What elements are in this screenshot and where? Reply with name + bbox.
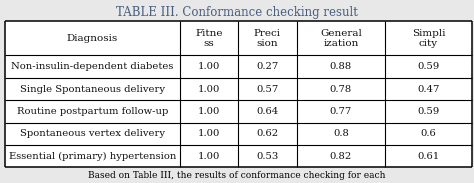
Text: TABLE III. Conformance checking result: TABLE III. Conformance checking result (116, 6, 358, 19)
Text: 1.00: 1.00 (198, 129, 220, 138)
Text: 1.00: 1.00 (198, 152, 220, 161)
Text: 0.64: 0.64 (256, 107, 279, 116)
Text: Based on Table III, the results of conformance checking for each: Based on Table III, the results of confo… (88, 171, 386, 180)
Text: 0.61: 0.61 (417, 152, 439, 161)
Text: Diagnosis: Diagnosis (67, 34, 118, 43)
Text: 1.00: 1.00 (198, 107, 220, 116)
Text: 0.47: 0.47 (417, 85, 439, 94)
Text: Fitne
ss: Fitne ss (195, 29, 223, 48)
Text: 0.6: 0.6 (420, 129, 437, 138)
Text: Simpli
city: Simpli city (412, 29, 445, 48)
Text: 0.62: 0.62 (256, 129, 278, 138)
Text: 1.00: 1.00 (198, 85, 220, 94)
Text: 0.8: 0.8 (333, 129, 349, 138)
Text: 0.59: 0.59 (417, 62, 439, 71)
Text: 0.59: 0.59 (417, 107, 439, 116)
Text: 0.57: 0.57 (256, 85, 279, 94)
Text: 1.00: 1.00 (198, 62, 220, 71)
Text: Spontaneous vertex delivery: Spontaneous vertex delivery (20, 129, 165, 138)
Text: 0.77: 0.77 (330, 107, 352, 116)
Text: 0.27: 0.27 (256, 62, 279, 71)
Text: Essential (primary) hypertension: Essential (primary) hypertension (9, 152, 176, 161)
Text: Non-insulin-dependent diabetes: Non-insulin-dependent diabetes (11, 62, 173, 71)
Text: 0.82: 0.82 (330, 152, 352, 161)
Text: 0.78: 0.78 (330, 85, 352, 94)
Text: Routine postpartum follow-up: Routine postpartum follow-up (17, 107, 168, 116)
Bar (5, 21, 472, 167)
Text: 0.88: 0.88 (330, 62, 352, 71)
Text: Single Spontaneous delivery: Single Spontaneous delivery (20, 85, 165, 94)
Text: 0.53: 0.53 (256, 152, 279, 161)
Text: Preci
sion: Preci sion (254, 29, 281, 48)
Text: General
ization: General ization (320, 29, 362, 48)
